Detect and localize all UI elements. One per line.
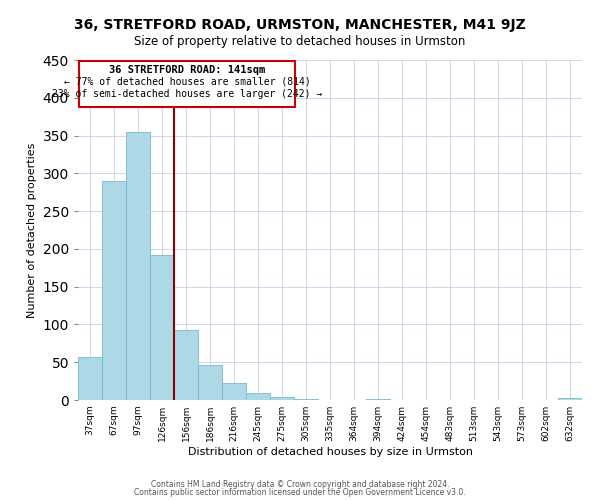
Text: 23% of semi-detached houses are larger (242) →: 23% of semi-detached houses are larger (… [52,89,322,99]
X-axis label: Distribution of detached houses by size in Urmston: Distribution of detached houses by size … [187,447,473,457]
Bar [558,398,582,400]
Bar [150,255,174,400]
Y-axis label: Number of detached properties: Number of detached properties [27,142,37,318]
Text: ← 77% of detached houses are smaller (814): ← 77% of detached houses are smaller (81… [64,77,311,87]
Bar [102,181,126,400]
Bar [126,132,150,400]
Text: 36, STRETFORD ROAD, URMSTON, MANCHESTER, M41 9JZ: 36, STRETFORD ROAD, URMSTON, MANCHESTER,… [74,18,526,32]
Bar [78,357,102,400]
Bar [222,384,246,400]
Bar [366,399,390,400]
Bar [198,365,222,400]
Text: Contains HM Land Registry data © Crown copyright and database right 2024.: Contains HM Land Registry data © Crown c… [151,480,449,489]
Bar [174,330,198,400]
Text: Size of property relative to detached houses in Urmston: Size of property relative to detached ho… [134,35,466,48]
Bar [79,61,295,107]
Bar [246,393,270,400]
Bar [294,399,318,400]
Text: Contains public sector information licensed under the Open Government Licence v3: Contains public sector information licen… [134,488,466,497]
Bar [270,397,294,400]
Text: 36 STRETFORD ROAD: 141sqm: 36 STRETFORD ROAD: 141sqm [109,65,265,75]
